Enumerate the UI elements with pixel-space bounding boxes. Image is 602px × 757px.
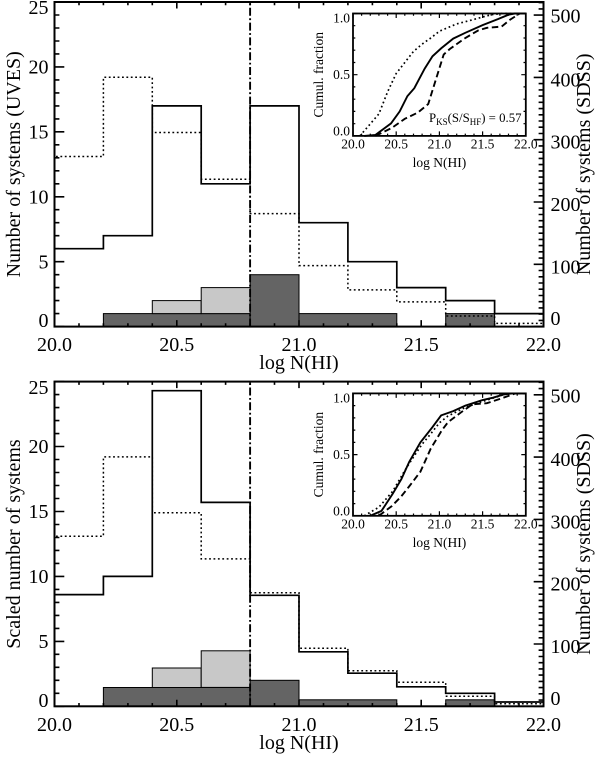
svg-text:10: 10: [29, 186, 49, 208]
svg-text:400: 400: [551, 69, 581, 91]
svg-text:21.5: 21.5: [404, 334, 439, 356]
svg-text:5: 5: [39, 251, 49, 273]
svg-text:20: 20: [29, 57, 49, 79]
svg-text:Number of systems (SDSS): Number of systems (SDSS): [573, 53, 595, 275]
svg-text:300: 300: [551, 511, 581, 533]
svg-text:21.5: 21.5: [471, 137, 495, 152]
svg-text:20.5: 20.5: [159, 334, 194, 356]
svg-text:0: 0: [551, 308, 561, 330]
svg-text:15: 15: [29, 501, 49, 523]
svg-text:25: 25: [29, 377, 49, 399]
svg-text:1.0: 1.0: [333, 11, 350, 26]
svg-text:22.0: 22.0: [526, 714, 561, 736]
svg-text:25: 25: [29, 0, 49, 19]
svg-text:21.0: 21.0: [282, 714, 317, 736]
svg-text:log N(HI): log N(HI): [413, 155, 467, 170]
svg-text:0: 0: [39, 310, 49, 332]
svg-text:22.0: 22.0: [514, 516, 538, 531]
svg-text:21.0: 21.0: [428, 137, 452, 152]
svg-text:0.0: 0.0: [333, 124, 350, 139]
svg-text:Cumul. fraction: Cumul. fraction: [311, 412, 326, 498]
svg-text:1.0: 1.0: [333, 390, 350, 405]
svg-text:Number of systems (SDSS): Number of systems (SDSS): [573, 433, 595, 655]
svg-text:0.5: 0.5: [333, 447, 350, 462]
svg-text:20.0: 20.0: [37, 334, 72, 356]
svg-text:21.0: 21.0: [428, 516, 452, 531]
svg-text:21.5: 21.5: [404, 714, 439, 736]
svg-text:22.0: 22.0: [526, 334, 561, 356]
svg-text:200: 200: [551, 574, 581, 596]
svg-text:22.0: 22.0: [514, 137, 538, 152]
svg-text:20.5: 20.5: [159, 714, 194, 736]
svg-text:400: 400: [551, 449, 581, 471]
svg-text:20.5: 20.5: [384, 516, 408, 531]
svg-text:Number of systems (UVES): Number of systems (UVES): [3, 51, 25, 277]
svg-text:100: 100: [551, 256, 581, 278]
svg-text:log N(HI): log N(HI): [413, 535, 467, 550]
svg-text:500: 500: [551, 6, 581, 28]
svg-text:0.5: 0.5: [333, 67, 350, 82]
svg-text:PKS(S/SHF) = 0.57: PKS(S/SHF) = 0.57: [429, 111, 522, 127]
svg-text:200: 200: [551, 194, 581, 216]
svg-text:20: 20: [29, 436, 49, 458]
svg-text:Cumul. fraction: Cumul. fraction: [311, 32, 326, 118]
svg-text:10: 10: [29, 566, 49, 588]
svg-text:20.5: 20.5: [384, 137, 408, 152]
svg-text:log N(HI): log N(HI): [259, 352, 338, 374]
svg-text:log N(HI): log N(HI): [259, 732, 338, 754]
svg-text:15: 15: [29, 121, 49, 143]
svg-text:100: 100: [551, 636, 581, 658]
svg-text:0: 0: [39, 690, 49, 712]
svg-text:20.0: 20.0: [37, 714, 72, 736]
svg-text:0: 0: [551, 688, 561, 710]
svg-text:0.0: 0.0: [333, 504, 350, 519]
svg-text:5: 5: [39, 631, 49, 653]
svg-text:20.0: 20.0: [341, 516, 365, 531]
svg-text:500: 500: [551, 385, 581, 407]
svg-text:20.0: 20.0: [341, 137, 365, 152]
svg-text:300: 300: [551, 132, 581, 154]
svg-text:21.0: 21.0: [282, 334, 317, 356]
svg-text:Scaled number of systems: Scaled number of systems: [3, 439, 25, 649]
svg-text:21.5: 21.5: [471, 516, 495, 531]
